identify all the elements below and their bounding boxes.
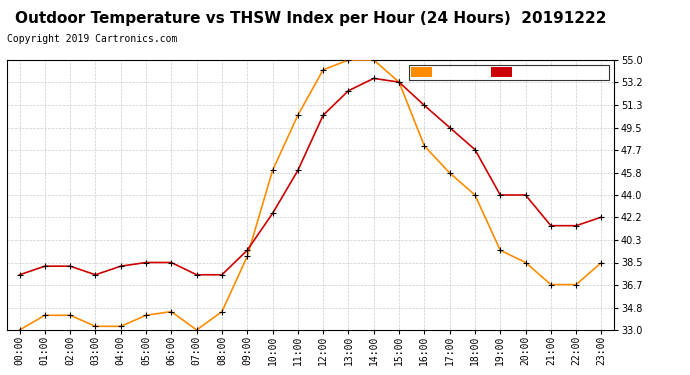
Text: Outdoor Temperature vs THSW Index per Hour (24 Hours)  20191222: Outdoor Temperature vs THSW Index per Ho… <box>14 11 607 26</box>
Legend: THSW  (°F), Temperature  (°F): THSW (°F), Temperature (°F) <box>408 65 609 80</box>
Text: Copyright 2019 Cartronics.com: Copyright 2019 Cartronics.com <box>7 34 177 44</box>
